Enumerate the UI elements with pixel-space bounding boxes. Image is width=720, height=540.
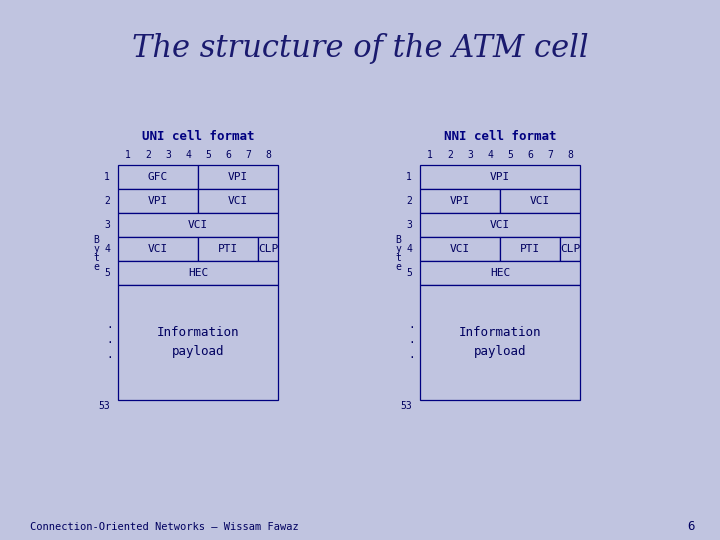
Bar <box>420 261 580 285</box>
Text: Information
payload: Information payload <box>459 327 541 359</box>
Text: PTI: PTI <box>520 244 540 254</box>
Text: .: . <box>107 350 113 360</box>
Text: 1: 1 <box>104 172 110 182</box>
Text: 2: 2 <box>104 196 110 206</box>
Text: 5: 5 <box>406 268 412 278</box>
Bar <box>118 285 278 400</box>
Text: 3: 3 <box>165 150 171 160</box>
Text: e: e <box>93 262 99 272</box>
Text: 2: 2 <box>145 150 151 160</box>
Bar <box>420 189 500 213</box>
Text: 5: 5 <box>104 268 110 278</box>
Text: e: e <box>395 262 401 272</box>
Bar <box>500 189 580 213</box>
Text: VCI: VCI <box>450 244 470 254</box>
Text: 3: 3 <box>104 220 110 230</box>
Text: 53: 53 <box>400 401 412 411</box>
Text: UNI cell format: UNI cell format <box>142 131 254 144</box>
Text: HEC: HEC <box>188 268 208 278</box>
Text: 1: 1 <box>427 150 433 160</box>
Text: B: B <box>93 235 99 245</box>
Text: CLP: CLP <box>560 244 580 254</box>
Text: .: . <box>107 335 113 345</box>
Text: 4: 4 <box>104 244 110 254</box>
Text: 7: 7 <box>547 150 553 160</box>
Text: NNI cell format: NNI cell format <box>444 131 557 144</box>
Text: 3: 3 <box>406 220 412 230</box>
Bar <box>198 165 278 189</box>
Text: The structure of the ATM cell: The structure of the ATM cell <box>132 32 588 64</box>
Bar <box>420 237 500 261</box>
Bar <box>560 237 580 261</box>
Text: 8: 8 <box>265 150 271 160</box>
Bar <box>258 237 278 261</box>
Text: .: . <box>409 335 415 345</box>
Text: .: . <box>409 320 415 330</box>
Text: 4: 4 <box>185 150 191 160</box>
Text: 6: 6 <box>688 521 695 534</box>
Text: VPI: VPI <box>228 172 248 182</box>
Bar <box>118 213 278 237</box>
Bar <box>420 285 580 400</box>
Text: 5: 5 <box>507 150 513 160</box>
Text: Connection-Oriented Networks – Wissam Fawaz: Connection-Oriented Networks – Wissam Fa… <box>30 522 299 532</box>
Bar <box>118 237 198 261</box>
Bar <box>118 261 278 285</box>
Bar <box>118 165 198 189</box>
Bar <box>420 165 580 189</box>
Text: VCI: VCI <box>148 244 168 254</box>
Text: GFC: GFC <box>148 172 168 182</box>
Bar <box>500 237 560 261</box>
Bar <box>198 189 278 213</box>
Text: CLP: CLP <box>258 244 278 254</box>
Bar <box>118 189 198 213</box>
Text: t: t <box>395 253 401 263</box>
Text: 2: 2 <box>447 150 453 160</box>
Text: 1: 1 <box>125 150 131 160</box>
Text: B: B <box>395 235 401 245</box>
Text: .: . <box>107 320 113 330</box>
Text: y: y <box>93 244 99 254</box>
Text: VPI: VPI <box>450 196 470 206</box>
Text: 8: 8 <box>567 150 573 160</box>
Bar <box>198 237 258 261</box>
Text: VCI: VCI <box>228 196 248 206</box>
Text: HEC: HEC <box>490 268 510 278</box>
Text: VCI: VCI <box>490 220 510 230</box>
Text: 3: 3 <box>467 150 473 160</box>
Text: VPI: VPI <box>490 172 510 182</box>
Text: 6: 6 <box>527 150 533 160</box>
Text: y: y <box>395 244 401 254</box>
Text: PTI: PTI <box>218 244 238 254</box>
Text: 1: 1 <box>406 172 412 182</box>
Text: 7: 7 <box>245 150 251 160</box>
Text: 2: 2 <box>406 196 412 206</box>
Text: t: t <box>93 253 99 263</box>
Text: .: . <box>409 350 415 360</box>
Text: 53: 53 <box>98 401 110 411</box>
Text: VCI: VCI <box>530 196 550 206</box>
Bar <box>420 213 580 237</box>
Text: 5: 5 <box>205 150 211 160</box>
Text: 4: 4 <box>406 244 412 254</box>
Text: 6: 6 <box>225 150 231 160</box>
Text: 4: 4 <box>487 150 493 160</box>
Text: VPI: VPI <box>148 196 168 206</box>
Text: VCI: VCI <box>188 220 208 230</box>
Text: Information
payload: Information payload <box>157 327 239 359</box>
